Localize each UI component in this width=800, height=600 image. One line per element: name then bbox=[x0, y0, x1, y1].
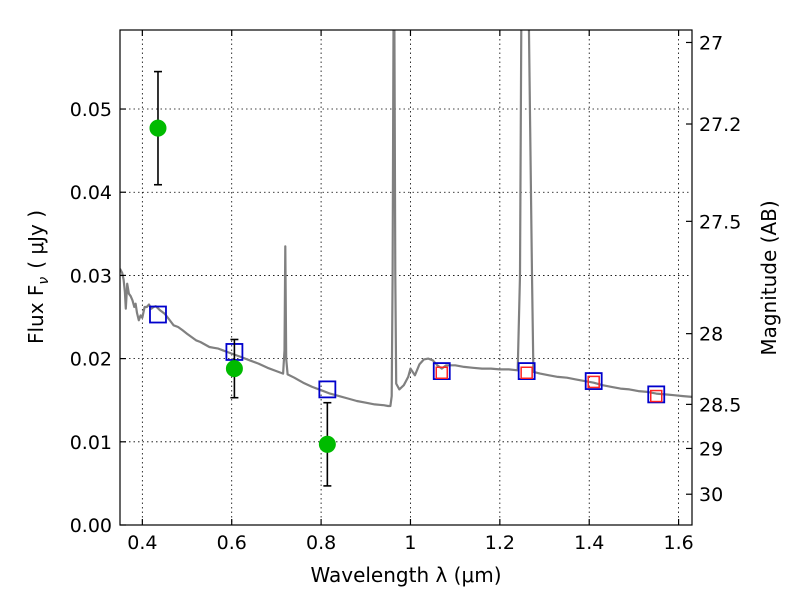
x-tick-label: 0.8 bbox=[306, 532, 336, 554]
model-photometry-square bbox=[149, 305, 167, 324]
y2-tick-label: 27 bbox=[699, 32, 723, 54]
y-axis-label: Flux Fν ( μJy ) bbox=[24, 210, 52, 344]
y2-tick-label: 27.5 bbox=[699, 211, 741, 233]
x-tick-label: 0.4 bbox=[127, 532, 157, 554]
observed-point bbox=[318, 435, 336, 453]
model-photometry-square bbox=[517, 362, 536, 380]
y-axis-label-main: Flux F bbox=[24, 285, 48, 344]
markers-layer bbox=[149, 70, 666, 487]
ir-photometry-square bbox=[587, 375, 600, 389]
y2-tick-label: 28 bbox=[699, 324, 723, 346]
x-tick-label: 1.2 bbox=[485, 532, 515, 554]
y2-tick-label: 29 bbox=[699, 438, 723, 460]
observed-point bbox=[225, 360, 243, 378]
model-photometry-square bbox=[432, 362, 451, 380]
y2-tick-label: 28.5 bbox=[699, 394, 741, 416]
observed-point bbox=[149, 119, 167, 137]
y-tick-label: 0.01 bbox=[70, 432, 112, 454]
ir-photometry-square bbox=[520, 366, 533, 380]
model-spectrum-line bbox=[120, 30, 692, 408]
spectrum-layer bbox=[120, 30, 692, 408]
y-tick-label: 0.03 bbox=[70, 265, 112, 287]
x-tick-label: 0.6 bbox=[217, 532, 247, 554]
x-tick-label: 1.4 bbox=[574, 532, 604, 554]
y2-tick-label: 30 bbox=[699, 484, 723, 506]
x-tick-label: 1.6 bbox=[663, 532, 693, 554]
grid-lines bbox=[120, 30, 692, 525]
y-tick-label: 0.05 bbox=[70, 99, 112, 121]
y-tick-label: 0.02 bbox=[70, 349, 112, 371]
y2-tick-label: 27.2 bbox=[699, 114, 741, 136]
y-axis-label-subscript: ν bbox=[36, 277, 52, 285]
y-axis-label-unit: ( μJy ) bbox=[24, 210, 48, 269]
x-axis-label: Wavelength λ (μm) bbox=[310, 563, 501, 587]
ir-photometry-square bbox=[650, 389, 663, 403]
ir-photometry-square bbox=[435, 366, 448, 380]
model-photometry-square bbox=[647, 385, 666, 404]
y2-axis-label: Magnitude (AB) bbox=[757, 200, 781, 355]
model-photometry-square bbox=[318, 380, 337, 399]
plot-frame bbox=[119, 29, 693, 526]
ticks-layer: 0.4 0.6 0.8 1 1.2 1.4 1.6 0.00 0.01 0.02 0.03 0.04 0… bbox=[70, 30, 741, 554]
model-photometry-square bbox=[584, 372, 603, 390]
y-tick-label: 0.04 bbox=[70, 182, 112, 204]
x-tick-label: 1 bbox=[404, 532, 416, 554]
y-tick-label: 0.00 bbox=[70, 515, 112, 537]
